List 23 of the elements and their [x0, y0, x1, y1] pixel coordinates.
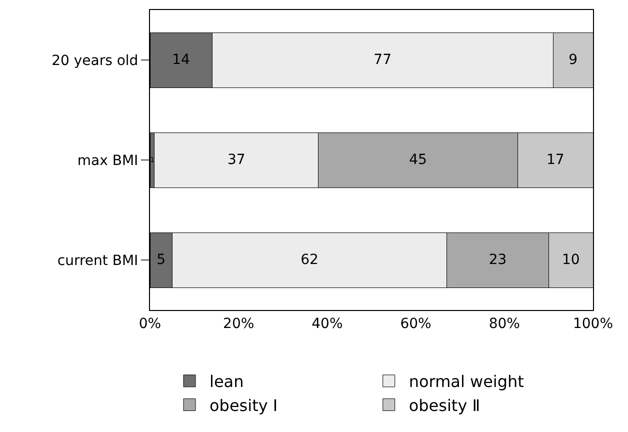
data-label: 62: [300, 252, 318, 268]
data-label: 9: [568, 52, 578, 68]
legend-label: obesity Ⅰ: [210, 396, 278, 415]
data-label: 45: [409, 152, 427, 168]
data-label: 17: [546, 152, 564, 168]
y-tick-label: 20 years old: [52, 52, 138, 69]
legend-label: normal weight: [408, 372, 524, 392]
x-tick-label: 40%: [312, 316, 343, 332]
legend-label: lean: [210, 372, 244, 392]
x-tick-label: 0%: [138, 316, 162, 332]
x-tick-label: 80%: [488, 316, 520, 332]
data-label: 77: [374, 52, 392, 68]
legend-label: obesity Ⅱ: [408, 396, 480, 415]
data-label: 37: [227, 152, 246, 168]
y-tick-label: max BMI: [77, 152, 138, 169]
x-tick-label: 20%: [223, 316, 254, 332]
data-label: 23: [488, 252, 507, 268]
data-label: 14: [172, 52, 190, 68]
data-label: 10: [562, 252, 580, 268]
data-label: 5: [156, 252, 166, 268]
x-tick-label: 60%: [400, 316, 432, 332]
y-tick-label: current BMI: [57, 252, 138, 269]
x-tick-label: 100%: [572, 316, 614, 332]
